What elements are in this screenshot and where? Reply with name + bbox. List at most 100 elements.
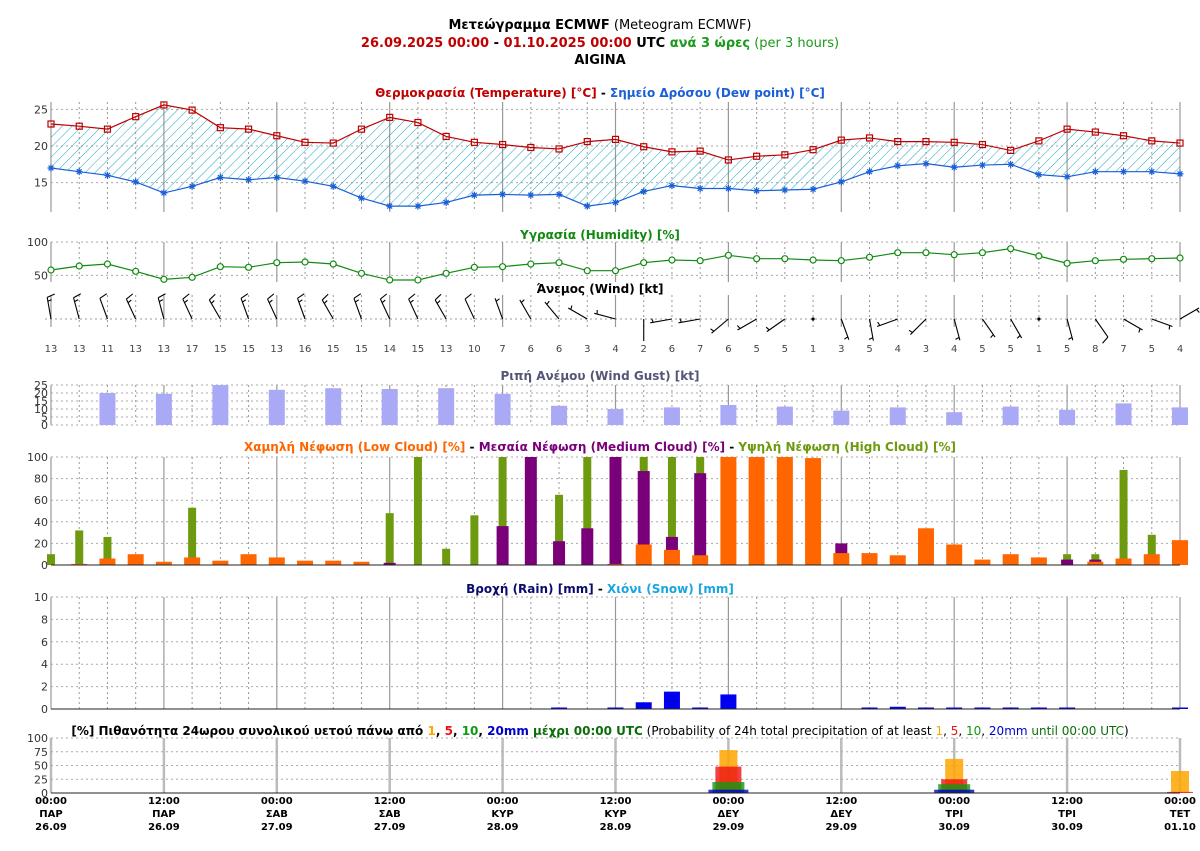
wind-barb: [1179, 307, 1200, 320]
wind-speed-label: 13: [440, 344, 453, 355]
x-label-day: ΣΑΒ: [379, 809, 401, 820]
wind-speed-label: 15: [242, 344, 255, 355]
temperature-point: [329, 139, 337, 147]
low-cloud-bar: [127, 554, 144, 565]
temperature-point: [1035, 137, 1043, 145]
high-cloud-bar: [470, 515, 479, 565]
low-cloud-bar: [776, 457, 793, 565]
temperature-point: [865, 134, 874, 142]
x-label-day: ΔΕΥ: [830, 809, 853, 820]
humidity-point: [583, 267, 591, 275]
dewpoint-point: [160, 189, 168, 197]
wind-speed-label: 7: [1120, 344, 1126, 355]
y-tick-label: 0: [41, 787, 48, 800]
wind-barb: [594, 309, 616, 320]
humidity-point: [753, 255, 761, 263]
high-cloud-bar: [442, 548, 451, 565]
wind-barb: [296, 293, 306, 320]
dewpoint-point: [978, 161, 986, 169]
wind-speed-label: 10: [468, 344, 481, 355]
gust-bar: [946, 412, 963, 425]
y-tick-label: 6: [41, 636, 48, 649]
rain-bar: [946, 707, 963, 709]
high-cloud-bar: [583, 457, 592, 565]
temperature-point: [1176, 139, 1184, 147]
page-title: Μετεώγραμμα ECMWF (Meteogram ECMWF): [0, 17, 1200, 34]
humidity-point: [47, 266, 55, 274]
dewpoint-point: [357, 194, 365, 202]
low-cloud-bar: [917, 528, 934, 565]
rain-bar: [1172, 707, 1188, 709]
low-cloud-bar: [1030, 557, 1047, 565]
humidity-point: [668, 256, 676, 264]
x-label-date: 28.09: [487, 822, 519, 833]
wind-barb: [321, 293, 334, 320]
wind-speed-label: 6: [669, 344, 675, 355]
low-cloud-bar: [99, 558, 116, 565]
high-cloud-bar: [667, 457, 676, 565]
medium-cloud-bar: [553, 541, 566, 565]
gust-bar: [663, 407, 680, 425]
humidity-point: [244, 263, 253, 271]
dewpoint-point: [1176, 170, 1184, 178]
humidity-point: [103, 260, 112, 268]
gust-bar: [1172, 407, 1188, 425]
x-label-day: ΠΑΡ: [152, 809, 175, 820]
title-part: Μεσαία Νέφωση (Medium Cloud) [%]: [479, 440, 725, 454]
humidity-point: [1148, 255, 1156, 263]
panel-title: Βροχή (Rain) [mm] - Χιόνι (Snow) [mm]: [466, 582, 734, 596]
dewpoint-point: [922, 160, 930, 168]
dewpoint-point: [696, 185, 704, 193]
y-tick-label: 8: [41, 613, 48, 626]
wind-speed-label: 5: [979, 344, 985, 355]
humidity-point: [75, 262, 83, 270]
dewpoint-point: [668, 182, 676, 190]
title-part: 20mm: [487, 724, 529, 738]
wind-speed-label: 8: [1092, 344, 1098, 355]
humidity-point: [555, 259, 563, 267]
x-label-time: 12:00: [825, 796, 857, 807]
humidity-point: [865, 253, 874, 261]
low-cloud-bar: [353, 561, 370, 565]
humidity-point: [809, 256, 817, 264]
wind-speed-label: 4: [612, 344, 618, 355]
temperature-line: [50, 104, 1181, 161]
wind-barb: [240, 293, 250, 320]
humidity-point: [696, 257, 704, 265]
wind-barb: [650, 318, 673, 324]
temperature-point: [470, 138, 478, 146]
y-tick-label: 25: [34, 103, 48, 116]
low-cloud-bar: [748, 457, 765, 565]
temperature-point: [499, 140, 507, 149]
wind-barb: [1151, 318, 1173, 330]
x-label-date: 01.10: [1164, 822, 1196, 833]
dewpoint-point: [866, 168, 874, 176]
low-cloud-bar: [889, 555, 906, 565]
title-part: Άνεμος (Wind) [kt]: [536, 282, 663, 296]
x-label-time: 00:00: [261, 796, 293, 807]
dewpoint-point: [499, 190, 507, 198]
wind-speed-label: 13: [270, 344, 283, 355]
title-part: Βροχή (Rain) [mm]: [466, 582, 594, 596]
temperature-point: [188, 106, 196, 114]
humidity-point: [1176, 254, 1184, 262]
gust-bar: [155, 393, 172, 425]
y-tick-label: 50: [34, 760, 48, 773]
wind-barb: [765, 318, 786, 333]
gust-bar: [268, 389, 285, 425]
wind-barb: [981, 318, 996, 339]
humidity-point: [442, 269, 450, 277]
wind-speed-label: 15: [355, 344, 368, 355]
date-to: 01.10.2025 00:00: [503, 36, 632, 51]
y-tick-label: 20: [34, 387, 48, 400]
temperature-point: [1119, 132, 1128, 140]
gust-bar: [325, 388, 342, 425]
high-cloud-bar: [385, 513, 394, 565]
wind-speed-label: 11: [101, 344, 114, 355]
wind-speed-label: 5: [1064, 344, 1070, 355]
wind-barb: [46, 293, 55, 320]
humidity-point: [950, 251, 958, 259]
wind-barb: [710, 318, 729, 334]
medium-cloud-bar: [581, 528, 594, 565]
low-cloud-bar: [663, 549, 680, 565]
